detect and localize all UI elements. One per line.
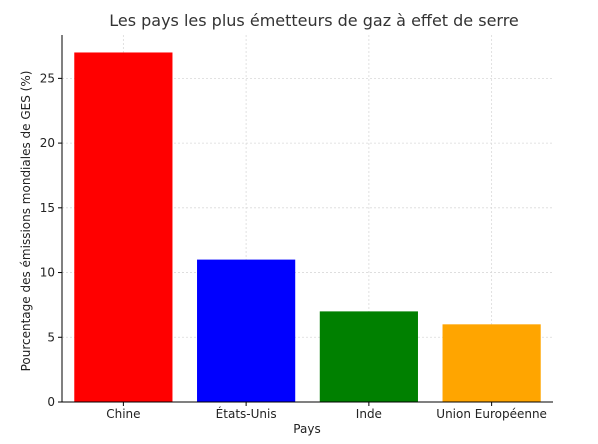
y-tick-label: 15 — [40, 201, 55, 215]
chart-title: Les pays les plus émetteurs de gaz à eff… — [109, 11, 519, 30]
y-tick-label: 5 — [47, 330, 55, 344]
bar — [74, 52, 173, 402]
axes — [61, 35, 553, 403]
bars — [74, 52, 541, 402]
y-axis-label: Pourcentage des émissions mondiales de G… — [19, 71, 33, 372]
ticks: 0 5 10 15 20 25 Chine États-Unis Inde Union Europ… — [40, 71, 547, 421]
y-tick-label: 10 — [40, 266, 55, 280]
x-tick-label: États-Unis — [216, 406, 277, 421]
x-tick-label: Union Européenne — [436, 407, 547, 421]
bar — [442, 324, 541, 402]
x-tick-label: Chine — [106, 407, 140, 421]
bar — [197, 259, 296, 402]
y-tick-label: 20 — [40, 136, 55, 150]
bar — [319, 311, 418, 402]
y-tick-label: 25 — [40, 71, 55, 85]
y-tick-label: 0 — [47, 395, 55, 409]
x-axis-label: Pays — [293, 422, 320, 436]
x-tick-label: Inde — [356, 407, 382, 421]
